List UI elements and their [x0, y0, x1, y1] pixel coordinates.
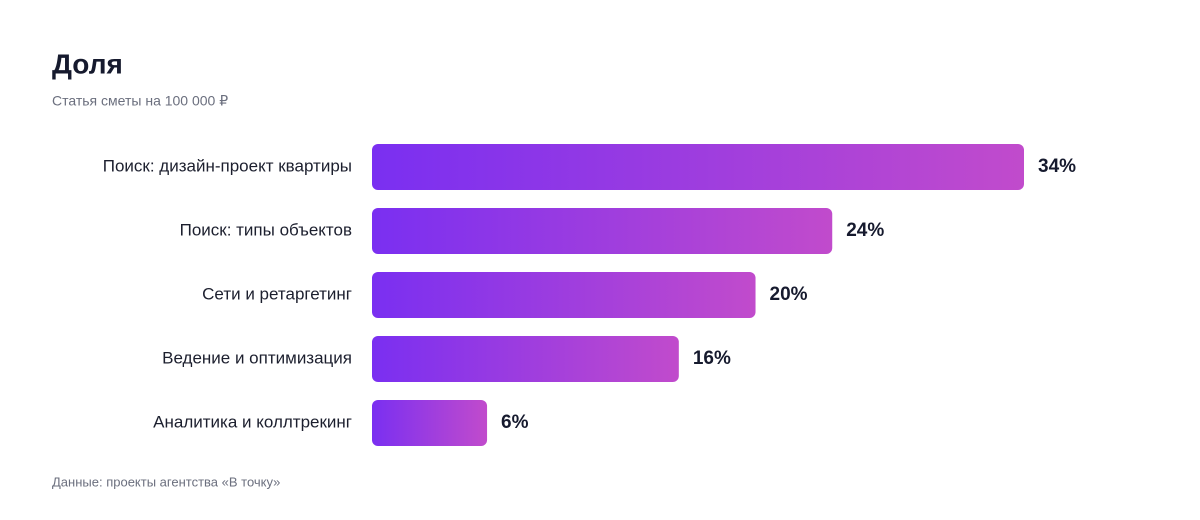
category-label: Поиск: типы объектов	[180, 220, 352, 239]
bar	[372, 272, 756, 318]
value-label: 16%	[693, 348, 731, 369]
category-label: Аналитика и коллтрекинг	[153, 412, 352, 431]
value-label: 24%	[846, 220, 884, 241]
bar	[372, 144, 1024, 190]
chart-title: Доля	[52, 48, 123, 79]
category-label: Сети и ретаргетинг	[202, 284, 352, 303]
bar	[372, 336, 679, 382]
bar	[372, 400, 488, 446]
chart-subtitle: Статья сметы на 100 000 ₽	[52, 93, 228, 109]
source-note: Данные: проекты агентства «В точку»	[52, 474, 280, 489]
category-label: Ведение и оптимизация	[162, 348, 352, 367]
category-label: Поиск: дизайн-проект квартиры	[103, 156, 352, 175]
bar	[372, 208, 833, 254]
value-label: 34%	[1038, 156, 1076, 177]
value-label: 6%	[501, 412, 529, 433]
value-label: 20%	[770, 284, 808, 305]
